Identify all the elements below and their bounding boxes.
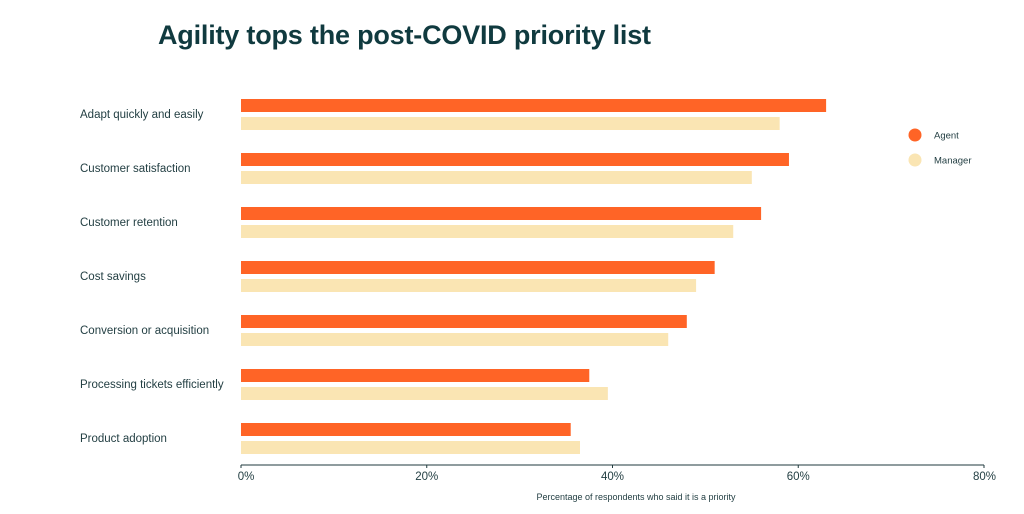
bar-manager-adapt-quickly-and-easily (241, 117, 780, 130)
bar-agent-cost-savings (241, 261, 715, 274)
bar-manager-customer-satisfaction (241, 171, 752, 184)
x-tick-label: 60% (787, 471, 810, 483)
legend: Agent Manager (908, 128, 972, 167)
category-label-conversion-or-acquisition: Conversion or acquisition (80, 325, 209, 337)
category-labels: Adapt quickly and easily Customer satisfa… (80, 109, 224, 445)
chart-title: Agility tops the post-COVID priority lis… (158, 20, 651, 50)
x-tick-label: 20% (415, 471, 438, 483)
x-axis-label: Percentage of respondents who said it is… (536, 492, 736, 502)
bar-agent-customer-satisfaction (241, 153, 789, 166)
category-label-cost-savings: Cost savings (80, 271, 146, 283)
x-axis-ticks: 0% 20% 40% 60% 80% (238, 465, 996, 483)
category-label-customer-satisfaction: Customer satisfaction (80, 163, 191, 175)
bar-manager-conversion-or-acquisition (241, 333, 669, 346)
bar-manager-processing-tickets-efficiently (241, 387, 608, 400)
bar-agent-product-adoption (241, 423, 571, 436)
legend-label-manager: Manager (934, 156, 972, 167)
bar-agent-processing-tickets-efficiently (241, 369, 590, 382)
category-label-processing-tickets-efficiently: Processing tickets efficiently (80, 379, 224, 391)
category-label-product-adoption: Product adoption (80, 433, 167, 445)
legend-label-agent: Agent (934, 131, 959, 142)
x-tick-label: 40% (601, 471, 624, 483)
bar-manager-cost-savings (241, 279, 697, 292)
x-tick-label: 80% (973, 471, 996, 483)
bar-manager-product-adoption (241, 441, 580, 454)
category-label-adapt-quickly-and-easily: Adapt quickly and easily (80, 109, 204, 121)
bar-agent-adapt-quickly-and-easily (241, 99, 827, 112)
legend-swatch-agent (908, 128, 922, 142)
x-tick-label: 0% (238, 471, 255, 483)
bars-layer (241, 99, 827, 454)
bar-agent-customer-retention (241, 207, 762, 220)
bar-agent-conversion-or-acquisition (241, 315, 687, 328)
category-label-customer-retention: Customer retention (80, 217, 178, 229)
bar-manager-customer-retention (241, 225, 734, 238)
legend-swatch-manager (908, 153, 922, 167)
